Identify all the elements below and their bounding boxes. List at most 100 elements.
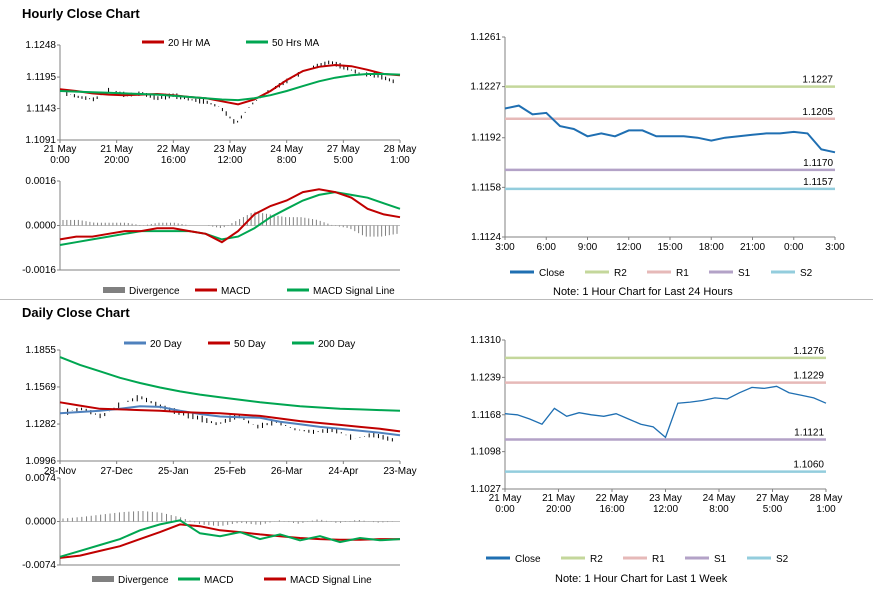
hourly-macd-legend-swatch xyxy=(103,287,125,293)
hourly-levels-level-label-s1: 1.1170 xyxy=(803,158,833,169)
hourly-levels-xtick-label: 6:00 xyxy=(537,242,557,253)
hourly-price-xtick-label: 1:00 xyxy=(390,155,410,166)
hourly-price-xtick-label: 20:00 xyxy=(104,155,129,166)
hourly-levels-xtick-label: 9:00 xyxy=(578,242,598,253)
daily-levels-xtick-label: 23 May xyxy=(649,493,682,504)
hourly-levels-ytick-label: 1.1227 xyxy=(470,82,501,93)
hourly-macd-ytick-label: 0.0000 xyxy=(25,221,56,232)
daily-levels-xtick-label: 8:00 xyxy=(709,504,729,515)
daily-macd-signal-line xyxy=(59,523,400,559)
daily-levels-legend-label: R2 xyxy=(590,554,603,565)
hourly-levels-level-label-s2: 1.1157 xyxy=(803,177,833,188)
hourly-macd-ytick-label: -0.0016 xyxy=(22,265,56,276)
hourly-price-series-20-hr-ma xyxy=(59,63,401,106)
daily-levels-legend-label: Close xyxy=(515,554,541,565)
daily-price-legend-label: 20 Day xyxy=(150,339,182,350)
hourly-price-xtick-label: 21 May xyxy=(44,144,77,155)
hourly-levels-level-label-r2: 1.1227 xyxy=(802,75,833,86)
daily-levels-ytick-label: 1.1027 xyxy=(470,484,501,495)
hourly-price-xtick-label: 23 May xyxy=(214,144,247,155)
daily-price-xtick-label: 26-Mar xyxy=(271,466,303,477)
hourly-title: Hourly Close Chart xyxy=(22,6,140,21)
hourly-price-ytick-label: 1.1143 xyxy=(26,104,56,115)
daily-levels-level-label-s2: 1.1060 xyxy=(793,460,824,471)
daily-levels-level-label-r1: 1.1229 xyxy=(793,371,824,382)
hourly-price-xtick-label: 0:00 xyxy=(50,155,70,166)
hourly-levels-close-line xyxy=(504,104,836,154)
daily-macd-ytick-label: 0.0000 xyxy=(25,517,56,528)
daily-macd-legend-label: MACD xyxy=(204,575,233,586)
daily-macd-ytick-label: 0.0074 xyxy=(25,473,56,484)
hourly-macd-legend-label: MACD Signal Line xyxy=(313,286,395,297)
daily-price-xtick-label: 27-Dec xyxy=(101,466,133,477)
daily-levels-xtick-label: 27 May xyxy=(756,493,789,504)
daily-levels-legend-label: S2 xyxy=(776,554,789,565)
daily-macd-ytick-label: -0.0074 xyxy=(22,560,56,571)
daily-price-xtick-label: 28-Nov xyxy=(44,466,76,477)
hourly-levels-xtick-label: 0:00 xyxy=(784,242,804,253)
daily-price-xtick-label: 23-May xyxy=(383,466,416,477)
hourly-macd-ytick-label: 0.0016 xyxy=(25,176,56,187)
daily-levels-level-label-r2: 1.1276 xyxy=(793,346,824,357)
hourly-price-ytick-label: 1.1195 xyxy=(26,72,56,83)
daily-levels-xtick-label: 22 May xyxy=(596,493,629,504)
daily-macd-legend-label: MACD Signal Line xyxy=(290,575,372,586)
hourly-levels-xtick-label: 3:00 xyxy=(825,242,845,253)
daily-levels-ytick-label: 1.1098 xyxy=(470,447,501,458)
hourly-price-xtick-label: 24 May xyxy=(270,144,303,155)
daily-levels-note: Note: 1 Hour Chart for Last 1 Week xyxy=(555,573,728,585)
daily-price-ytick-label: 1.0996 xyxy=(25,456,56,467)
hourly-levels-legend-label: Close xyxy=(539,268,565,279)
hourly-macd-macd-line xyxy=(59,188,401,244)
daily-levels-xtick-label: 0:00 xyxy=(495,504,515,515)
daily-macd-legend-label: Divergence xyxy=(118,575,169,586)
hourly-price-xtick-label: 27 May xyxy=(327,144,360,155)
hourly-levels-legend-label: S2 xyxy=(800,268,813,279)
hourly-macd-legend-label: Divergence xyxy=(129,286,180,297)
daily-price-legend-label: 200 Day xyxy=(318,339,355,350)
daily-price-xtick-label: 25-Jan xyxy=(158,466,189,477)
hourly-price-ytick-label: 1.1091 xyxy=(25,135,56,146)
hourly-levels-legend-label: R1 xyxy=(676,268,689,279)
daily-levels-xtick-label: 16:00 xyxy=(599,504,624,515)
hourly-levels-xtick-label: 3:00 xyxy=(495,242,515,253)
daily-macd-macd-line xyxy=(59,519,401,558)
hourly-levels-xtick-label: 18:00 xyxy=(699,242,724,253)
daily-levels-legend-label: R1 xyxy=(652,554,665,565)
hourly-levels-legend-label: R2 xyxy=(614,268,627,279)
daily-levels-ytick-label: 1.1310 xyxy=(470,335,501,346)
daily-levels-xtick-label: 12:00 xyxy=(653,504,678,515)
hourly-price-series-50-hrs-ma xyxy=(59,73,401,102)
hourly-price-xtick-label: 21 May xyxy=(100,144,133,155)
daily-macd-legend-swatch xyxy=(92,576,114,582)
hourly-macd-signal-line xyxy=(59,191,401,246)
hourly-levels-level-label-r1: 1.1205 xyxy=(802,107,833,118)
daily-levels-xtick-label: 5:00 xyxy=(763,504,783,515)
daily-levels-xtick-label: 21 May xyxy=(542,493,575,504)
daily-levels-legend-label: S1 xyxy=(714,554,727,565)
hourly-levels-xtick-label: 21:00 xyxy=(740,242,765,253)
daily-levels-ytick-label: 1.1239 xyxy=(470,372,501,383)
hourly-price-xtick-label: 28 May xyxy=(384,144,417,155)
daily-title: Daily Close Chart xyxy=(22,305,130,320)
daily-levels-close-line xyxy=(504,385,827,439)
hourly-price-legend-label: 20 Hr MA xyxy=(168,38,211,49)
daily-price-legend-label: 50 Day xyxy=(234,339,266,350)
section-divider xyxy=(0,299,873,300)
hourly-price-xtick-label: 16:00 xyxy=(161,155,186,166)
daily-levels-xtick-label: 24 May xyxy=(703,493,736,504)
daily-price-series-50-day xyxy=(59,401,401,433)
hourly-levels-ytick-label: 1.1158 xyxy=(471,182,501,193)
hourly-levels-ytick-label: 1.1124 xyxy=(471,232,501,243)
hourly-levels-xtick-label: 15:00 xyxy=(657,242,682,253)
hourly-price-xtick-label: 22 May xyxy=(157,144,190,155)
daily-price-ytick-label: 1.1855 xyxy=(25,345,56,356)
hourly-price-xtick-label: 5:00 xyxy=(334,155,354,166)
hourly-levels-xtick-label: 12:00 xyxy=(616,242,641,253)
daily-price-ytick-label: 1.1282 xyxy=(25,419,56,430)
daily-levels-xtick-label: 21 May xyxy=(489,493,522,504)
daily-levels-xtick-label: 28 May xyxy=(810,493,843,504)
hourly-price-ytick-label: 1.1248 xyxy=(25,40,56,51)
daily-levels-xtick-label: 1:00 xyxy=(816,504,836,515)
